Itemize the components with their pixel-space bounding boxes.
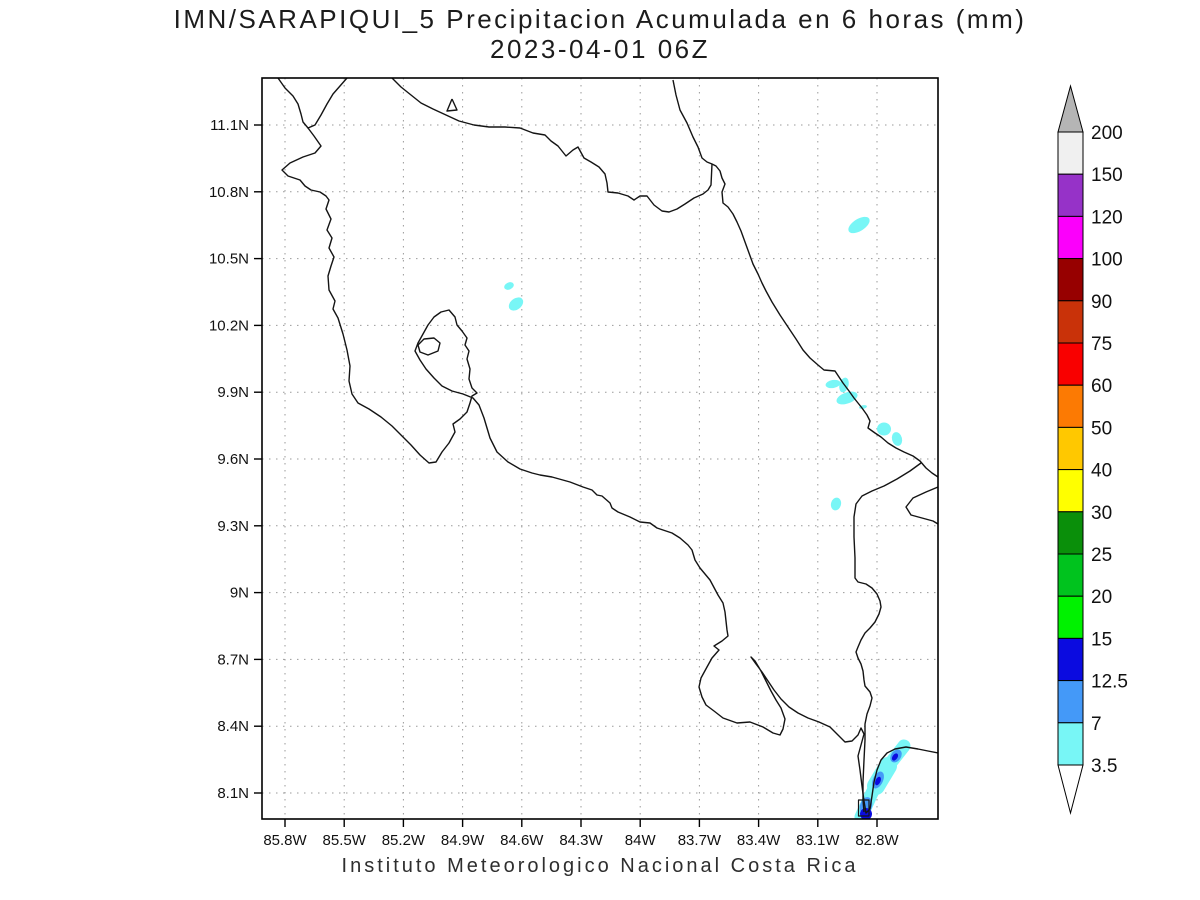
y-tick-label: 8.1N [217, 785, 249, 802]
colorbar-label: 20 [1091, 587, 1112, 608]
colorbar-cell [1057, 722, 1084, 766]
x-tick-label: 83.1W [796, 832, 840, 849]
caribbean-coast [672, 79, 938, 478]
lake-island [446, 98, 458, 112]
precip-patch [836, 391, 858, 405]
precip-patch [830, 497, 842, 511]
colorbar-cell [1057, 131, 1084, 175]
colorbar-arrow-bottom [1057, 764, 1084, 815]
precip-patch [508, 297, 524, 311]
colorbar: 200 150 120 100 90 75 60 50 40 30 25 20 15 12.5 7 3.5 [1057, 84, 1128, 815]
y-tick-label: 9.9N [217, 384, 249, 401]
colorbar-cell [1057, 426, 1084, 471]
y-tick-label: 8.7N [217, 651, 249, 668]
colorbar-cell [1057, 384, 1084, 428]
coastlines [277, 78, 938, 817]
y-tick-label: 10.2N [209, 317, 249, 334]
isla-chira [417, 337, 441, 356]
map-gridlines [262, 78, 938, 819]
x-tick-label: 83.7W [678, 832, 722, 849]
precip-shading [504, 216, 911, 819]
x-axis: 85.8W 85.5W 85.2W 84.9W 84.6W 84.3W 84W 83.7W 83… [263, 819, 900, 849]
colorbar-cell [1057, 342, 1084, 386]
colorbar-label: 12.5 [1091, 672, 1128, 693]
colorbar-cell [1057, 553, 1084, 597]
x-tick-label: 85.2W [382, 832, 426, 849]
colorbar-cell [1057, 258, 1084, 302]
precip-patch [891, 753, 899, 761]
colorbar-cell [1057, 469, 1084, 513]
y-tick-label: 8.4N [217, 718, 249, 735]
x-tick-label: 84.6W [500, 832, 544, 849]
almirante-bay-panama [905, 486, 938, 525]
y-tick-label: 11.1N [210, 117, 249, 134]
chart-title: IMN/SARAPIQUI_5 Precipitacion Acumulada … [0, 4, 1200, 64]
x-tick-label: 84W [625, 832, 657, 849]
x-tick-label: 82.8W [855, 832, 899, 849]
colorbar-arrow-top [1057, 84, 1084, 133]
precip-patch [875, 776, 881, 786]
colorbar-cell [1057, 215, 1084, 260]
colorbar-label: 60 [1091, 376, 1112, 397]
colorbar-label: 15 [1091, 629, 1112, 650]
chart-title-line2: 2023-04-01 06Z [489, 34, 711, 64]
nicaragua-pacific-and-lake-west-shore [277, 78, 348, 129]
colorbar-label: 25 [1091, 545, 1112, 566]
colorbar-label: 200 [1091, 123, 1123, 144]
precip-patch [891, 432, 903, 446]
y-tick-label: 9N [230, 585, 249, 602]
precip-patch [848, 216, 870, 234]
colorbar-label: 3.5 [1091, 756, 1117, 777]
x-tick-label: 84.3W [559, 832, 603, 849]
colorbar-label: 120 [1091, 207, 1123, 228]
precip-patch [825, 379, 841, 389]
y-axis: 11.1N 10.8N 10.5N 10.2N 9.9N 9.6N 9.3N 9N 8.7N 8.… [209, 117, 262, 802]
y-tick-label: 10.8N [209, 184, 249, 201]
colorbar-label: 150 [1091, 165, 1123, 186]
colorbar-label: 30 [1091, 503, 1112, 524]
lake-nicaragua-shore-and-san-juan-river [391, 78, 713, 213]
colorbar-cell [1057, 173, 1084, 217]
x-tick-label: 83.4W [737, 832, 781, 849]
y-tick-label: 10.5N [209, 251, 249, 268]
x-tick-label: 85.8W [263, 832, 307, 849]
precip-patch [877, 422, 891, 436]
map-frame [261, 77, 939, 820]
colorbar-cell [1057, 637, 1084, 682]
precip-patch [504, 282, 514, 290]
burica-tip-outline [857, 799, 870, 817]
colorbar-cell [1057, 300, 1084, 344]
y-tick-label: 9.3N [217, 518, 249, 535]
colorbar-label: 50 [1091, 418, 1112, 439]
pacific-coast-costa-rica [281, 127, 938, 814]
colorbar-label: 100 [1091, 250, 1123, 271]
footer-attribution: Instituto Meteorologico Nacional Costa R… [341, 855, 859, 877]
colorbar-label: 90 [1091, 292, 1112, 313]
colorbar-cell [1057, 595, 1084, 639]
colorbar-label: 75 [1091, 334, 1112, 355]
colorbar-cell [1057, 511, 1084, 555]
panama-border [853, 462, 922, 813]
colorbar-label: 40 [1091, 461, 1112, 482]
x-tick-label: 85.5W [323, 832, 367, 849]
y-tick-label: 9.6N [217, 451, 249, 468]
colorbar-label: 7 [1091, 714, 1102, 735]
x-tick-label: 84.9W [441, 832, 485, 849]
colorbar-cell [1057, 680, 1084, 724]
chart-title-line1: IMN/SARAPIQUI_5 Precipitacion Acumulada … [173, 4, 1027, 34]
